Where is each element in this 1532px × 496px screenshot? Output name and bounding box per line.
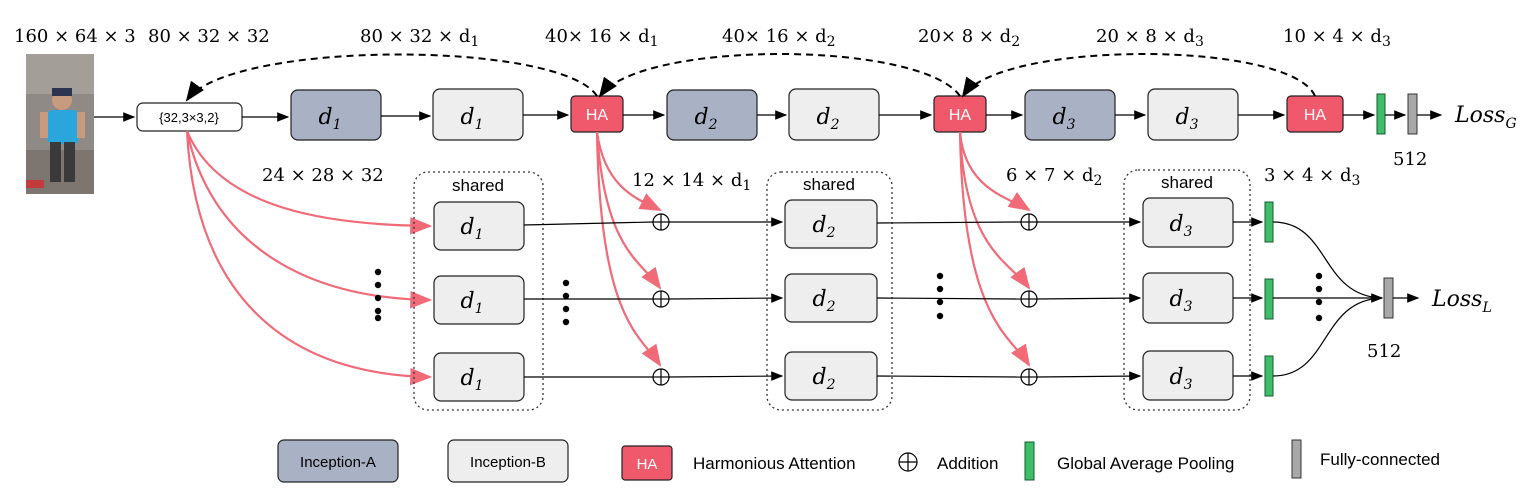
local-row3-d1-label: d1 xyxy=(460,366,483,394)
local-row2-d1-label: d1 xyxy=(460,289,483,317)
local-row3-d2-label: d2 xyxy=(812,365,835,393)
dim-ha3: 10 × 4 × d3 xyxy=(1283,26,1391,50)
shared-group-3 xyxy=(1123,169,1251,411)
local-row1-d1-label: d1 xyxy=(460,215,483,243)
local-row2-d2-label: d2 xyxy=(812,287,835,315)
legend-fc-label: Fully-connected xyxy=(1320,450,1440,469)
global-block-d2b-label: d2 xyxy=(816,105,839,133)
dim-ha2: 20× 8 × d2 xyxy=(918,26,1020,50)
legend-addition-label: Addition xyxy=(937,454,998,473)
local-row1-block-d1 xyxy=(433,201,525,251)
ha2-arrow-2 xyxy=(958,131,1031,290)
global-block-d3b-label: d3 xyxy=(1175,105,1198,133)
dim-local-2: 6 × 7 × d2 xyxy=(1006,165,1102,189)
legend-inception-b-label: Inception-B xyxy=(470,454,546,471)
dim-block2: 40× 16 × d2 xyxy=(722,26,836,50)
legend-inception-a-box xyxy=(277,439,399,483)
fc-dim-top: 512 xyxy=(1393,149,1427,170)
local-input-arrow-1 xyxy=(185,130,433,235)
global-inception-a-1 xyxy=(290,89,382,141)
local-row3-d3-label: d3 xyxy=(1169,365,1192,393)
loss-global-label: LossG xyxy=(1454,103,1517,132)
shared-label-2: shared xyxy=(803,175,855,194)
local-row1-d3-label: d3 xyxy=(1169,212,1192,240)
conv-layer-label: {32,3×3,2} xyxy=(159,110,219,125)
ha1-arrow-3 xyxy=(595,131,662,367)
ha-module-3-label: HA xyxy=(1304,107,1327,124)
dim-ha1: 40× 16 × d1 xyxy=(545,26,659,50)
global-block-d3-label: d3 xyxy=(1052,105,1075,133)
dim-conv: 80 × 32 × 32 xyxy=(148,26,270,47)
feedback-arc-2 xyxy=(598,53,961,98)
global-block-d1b-label: d1 xyxy=(460,105,483,133)
dim-input: 160 × 64 × 3 xyxy=(14,26,136,47)
ha2-arrow-1 xyxy=(958,131,1031,212)
shared-label-1: shared xyxy=(452,176,504,195)
ha-module-1-label: HA xyxy=(586,107,609,124)
local-row2-block-d3 xyxy=(1142,272,1234,324)
local-row1-block-d2 xyxy=(784,199,878,249)
legend-inception-b-box xyxy=(447,439,569,483)
legend-gap-bar xyxy=(1024,441,1035,481)
legend-ha-text: Harmonious Attention xyxy=(693,454,856,473)
legend-inception-a-label: Inception-A xyxy=(300,454,376,471)
feedback-arc-1 xyxy=(185,53,598,102)
local-row1-d2-label: d2 xyxy=(812,213,835,241)
person-input-image xyxy=(26,54,94,194)
ha-module-2-label: HA xyxy=(949,107,972,124)
shared-label-3: shared xyxy=(1161,173,1213,192)
loss-local-label: LossL xyxy=(1431,287,1492,316)
merge-line-3 xyxy=(1272,297,1383,377)
ha1-arrow-1 xyxy=(595,131,662,211)
local-row2-block-d1 xyxy=(433,275,525,325)
local-row3-gap-bar xyxy=(1264,355,1274,397)
shared-group-1 xyxy=(413,171,544,411)
local-fc-bar xyxy=(1383,277,1394,319)
legend-gap-label: Global Average Pooling xyxy=(1057,454,1234,473)
global-block-d2-label: d2 xyxy=(694,105,717,133)
global-fc-bar xyxy=(1407,93,1418,135)
merge-line-1 xyxy=(1272,221,1383,299)
dim-local-1: 12 × 14 × d1 xyxy=(632,170,751,194)
legend-ha-box xyxy=(621,445,673,481)
global-block-d1-label: d1 xyxy=(318,105,341,133)
local-row1-gap-bar xyxy=(1264,201,1274,243)
feedback-arc-3 xyxy=(961,53,1316,98)
dim-local-3: 3 × 4 × d3 xyxy=(1264,165,1360,189)
ha1-arrow-2 xyxy=(595,131,662,290)
dim-block3: 20 × 8 × d3 xyxy=(1096,26,1204,50)
dim-local-input: 24 × 28 × 32 xyxy=(262,165,384,186)
local-input-arrow-2 xyxy=(185,130,433,309)
legend-ha-box-label: HA xyxy=(637,456,658,473)
local-input-arrow-3 xyxy=(185,130,433,386)
dim-block1: 80 × 32 × d1 xyxy=(360,26,479,50)
local-row2-d3-label: d3 xyxy=(1169,287,1192,315)
local-row2-gap-bar xyxy=(1264,278,1274,320)
ha2-arrow-3 xyxy=(958,131,1031,367)
legend-fc-bar xyxy=(1291,439,1302,479)
global-gap-bar xyxy=(1376,93,1386,135)
legend-addition-icon xyxy=(898,452,918,472)
ellipsis-dots xyxy=(374,268,1323,326)
fc-dim-bottom: 512 xyxy=(1367,341,1401,362)
